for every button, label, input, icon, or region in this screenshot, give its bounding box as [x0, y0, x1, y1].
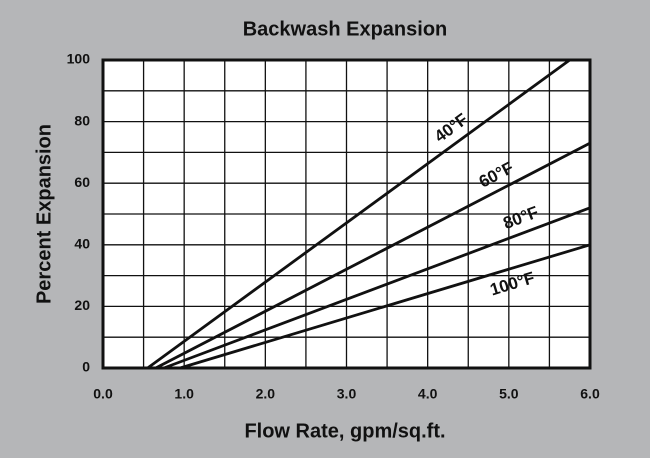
x-tick-label: 0.0: [93, 386, 113, 402]
x-tick-label: 3.0: [337, 386, 357, 402]
y-tick-label: 80: [74, 112, 90, 128]
y-tick-label: 0: [82, 359, 90, 375]
data-line: [179, 243, 591, 370]
data-line: [155, 141, 591, 370]
x-tick-label: 2.0: [256, 386, 276, 402]
y-axis-label: Percent Expansion: [33, 124, 55, 304]
y-tick-label: 100: [67, 51, 91, 67]
x-tick-label: 5.0: [499, 386, 519, 402]
x-tick-label: 1.0: [174, 386, 194, 402]
x-tick-label: 6.0: [580, 386, 600, 402]
y-tick-label: 20: [74, 297, 90, 313]
plot-border: [101, 58, 592, 370]
y-tick-label: 40: [74, 236, 90, 252]
chart-title: Backwash Expansion: [243, 18, 448, 40]
data-line: [163, 206, 591, 370]
y-tick-label: 60: [74, 174, 90, 190]
x-tick-label: 4.0: [418, 386, 438, 402]
x-axis-label: Flow Rate, gpm/sq.ft.: [244, 420, 445, 442]
data-line: [146, 58, 571, 370]
